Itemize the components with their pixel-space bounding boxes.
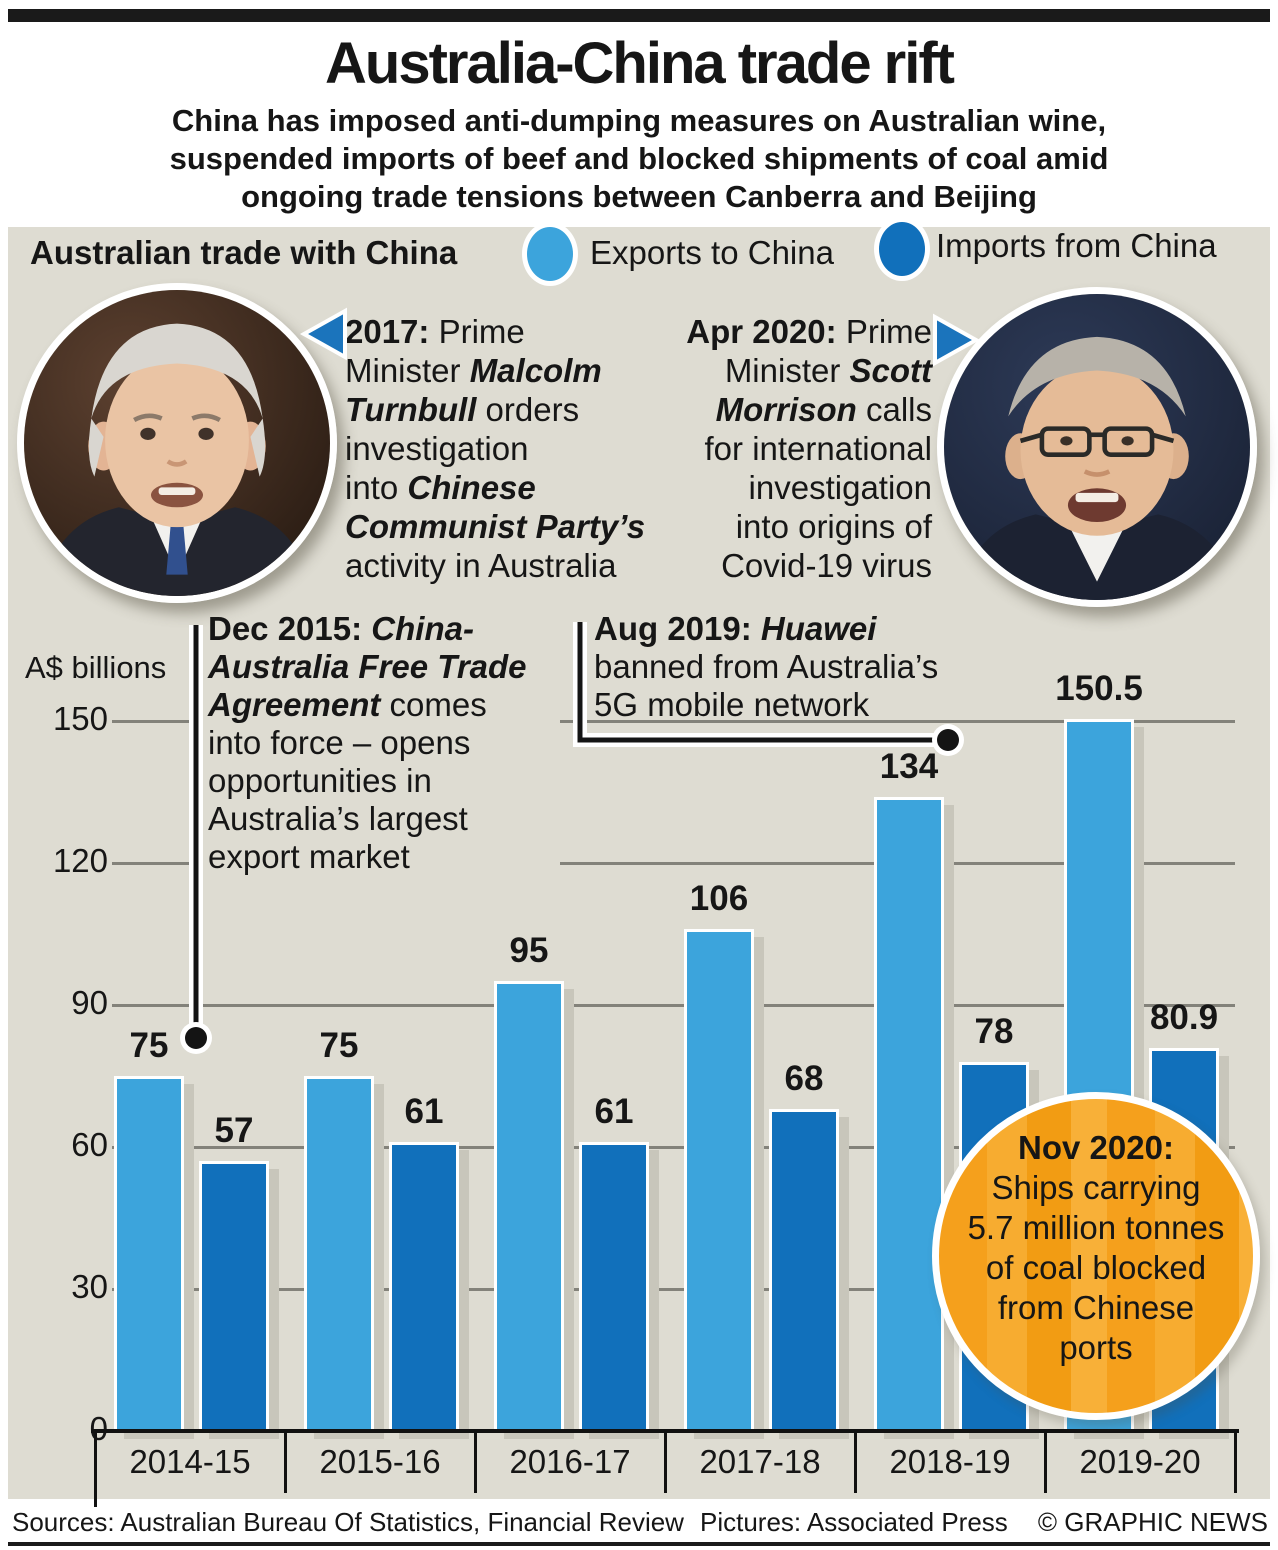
- x-axis-tick-5: [1044, 1433, 1047, 1493]
- x-axis-tick-4: [854, 1433, 857, 1493]
- page-subtitle: China has imposed anti-dumping measures …: [169, 103, 1109, 214]
- legend-label-exports: Exports to China: [590, 234, 834, 271]
- footer-copyright: © GRAPHIC NEWS: [1037, 1507, 1268, 1537]
- value-label-imports-2018-19: 78: [974, 1011, 1014, 1051]
- value-label-exports-2018-19: 134: [879, 746, 939, 786]
- gridline-60: [112, 1146, 1235, 1149]
- legend-title: Australian trade with China: [30, 234, 458, 271]
- turnbull-photo-illustration: [24, 290, 330, 596]
- x-axis-tick-2: [474, 1433, 477, 1493]
- annotation-2015-fta: Dec 2015: China- Australia Free Trade Agre…: [200, 610, 560, 876]
- bar-exports-2014-15: [114, 1076, 184, 1431]
- x-axis-label-2015-16: 2015-16: [319, 1443, 441, 1480]
- y-axis-unit-label: A$ billions: [25, 650, 167, 685]
- x-axis-label-2017-18: 2017-18: [699, 1443, 821, 1480]
- annotation-2017-turnbull: 2017: Prime Minister Malcolm Turnbull orde…: [345, 313, 646, 584]
- value-label-exports-2016-17: 95: [509, 931, 549, 971]
- exports-legend-dot-icon: [522, 222, 578, 286]
- x-axis-label-2019-20: 2019-20: [1079, 1443, 1201, 1480]
- x-axis-label-2014-15: 2014-15: [129, 1443, 251, 1480]
- bar-imports-2014-15: [199, 1161, 269, 1431]
- x-axis-baseline: [91, 1429, 1239, 1433]
- bottom-rule-bar: [8, 1542, 1270, 1546]
- gridline-90: [112, 1004, 1235, 1007]
- morrison-photo-illustration: [944, 294, 1250, 600]
- footer-strip: [0, 1499, 1278, 1550]
- bar-imports-2017-18: [769, 1109, 839, 1431]
- y-tick-label-150: 150: [52, 700, 108, 737]
- y-tick-label-120: 120: [52, 842, 108, 879]
- morrison-photo: [937, 287, 1257, 607]
- bar-exports-2018-19: [874, 796, 944, 1431]
- imports-legend-dot-icon: [874, 217, 930, 281]
- value-label-exports-2019-20: 150.5: [1055, 668, 1143, 708]
- value-label-imports-2016-17: 61: [594, 1092, 634, 1132]
- bar-exports-2016-17: [494, 981, 564, 1431]
- x-axis-tick-3: [664, 1433, 667, 1493]
- gridline-120: [112, 862, 1235, 865]
- x-axis-tick-6: [1234, 1433, 1237, 1493]
- x-axis-label-2018-19: 2018-19: [889, 1443, 1011, 1480]
- y-tick-label-90: 90: [71, 984, 108, 1021]
- coal-callout-circle: [932, 1092, 1260, 1420]
- annotation-2019-huawei: Aug 2019: Huawei banned from Australia’s 5…: [594, 610, 939, 723]
- bar-exports-2015-16: [304, 1076, 374, 1431]
- value-label-imports-2015-16: 61: [404, 1092, 444, 1132]
- value-label-imports-2019-20: 80.9: [1149, 998, 1219, 1038]
- legend-label-imports: Imports from China: [936, 227, 1217, 264]
- x-axis-tick-1: [284, 1433, 287, 1493]
- top-rule-bar: [8, 9, 1270, 22]
- gridline-30: [112, 1288, 1235, 1291]
- value-label-exports-2014-15: 75: [129, 1026, 169, 1065]
- value-label-imports-2014-15: 57: [214, 1111, 254, 1151]
- bar-imports-2015-16: [389, 1142, 459, 1431]
- value-label-exports-2017-18: 106: [689, 879, 749, 919]
- page-title: Australia-China trade rift: [325, 31, 955, 96]
- annotation-2020-morrison: Apr 2020: Prime Minister Scott Morrison ca…: [686, 313, 932, 584]
- footer-sources: Sources: Australian Bureau Of Statistics…: [12, 1507, 684, 1537]
- y-tick-label-60: 60: [71, 1126, 108, 1163]
- bar-exports-2017-18: [684, 929, 754, 1431]
- value-label-exports-2015-16: 75: [319, 1026, 359, 1065]
- footer-pictures: Pictures: Associated Press: [700, 1507, 1008, 1537]
- bar-imports-2016-17: [579, 1142, 649, 1431]
- value-label-imports-2017-18: 68: [784, 1059, 824, 1099]
- x-axis-tick-0: [94, 1433, 97, 1507]
- y-tick-label-30: 30: [71, 1268, 108, 1305]
- x-axis-label-2016-17: 2016-17: [509, 1443, 631, 1480]
- turnbull-photo: [17, 283, 337, 603]
- coal-callout-text: Nov 2020: Ships carrying 5.7 million tonne…: [967, 1129, 1225, 1366]
